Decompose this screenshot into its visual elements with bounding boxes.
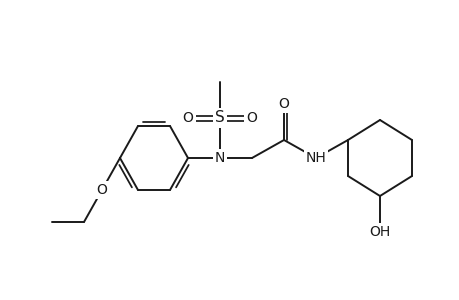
Text: NH: NH xyxy=(305,151,326,165)
Text: N: N xyxy=(214,151,225,165)
Text: OH: OH xyxy=(369,225,390,239)
Text: O: O xyxy=(246,111,257,125)
Text: S: S xyxy=(215,110,224,125)
Text: O: O xyxy=(278,97,289,111)
Text: O: O xyxy=(182,111,193,125)
Text: O: O xyxy=(96,183,107,197)
